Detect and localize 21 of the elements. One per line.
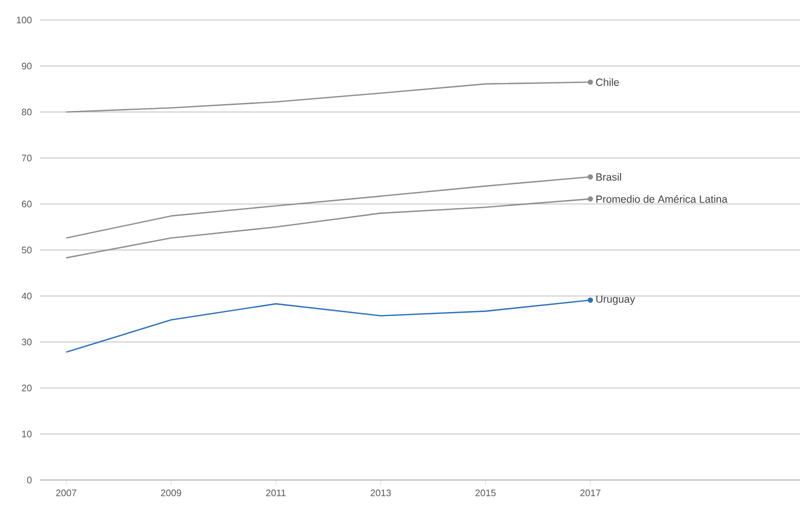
series-label: Promedio de América Latina [596,195,728,203]
x-tick-label: 2015 [475,490,496,496]
series-label: Uruguay [596,295,636,305]
y-tick-label: 0 [27,476,32,484]
y-tick-label: 80 [22,108,32,116]
y-tick-label: 30 [22,338,32,346]
y-tick-label: 70 [22,154,32,162]
x-tick-label: 2011 [266,490,286,496]
x-tick-label: 2007 [56,490,76,496]
y-tick-label: 10 [22,430,32,438]
x-tick-label: 2017 [580,490,600,496]
y-tick-label: 40 [22,292,32,300]
x-tick-label: 2013 [370,490,391,496]
x-tick-label: 2009 [160,490,182,496]
series-label: Brasil [596,173,622,181]
y-tick-label: 60 [22,200,32,208]
y-tick-label: 90 [22,62,32,70]
series-label: Chile [596,78,619,86]
y-tick-label: 50 [22,246,32,254]
y-tick-label: 20 [22,384,32,392]
y-tick-label: 100 [16,16,32,24]
